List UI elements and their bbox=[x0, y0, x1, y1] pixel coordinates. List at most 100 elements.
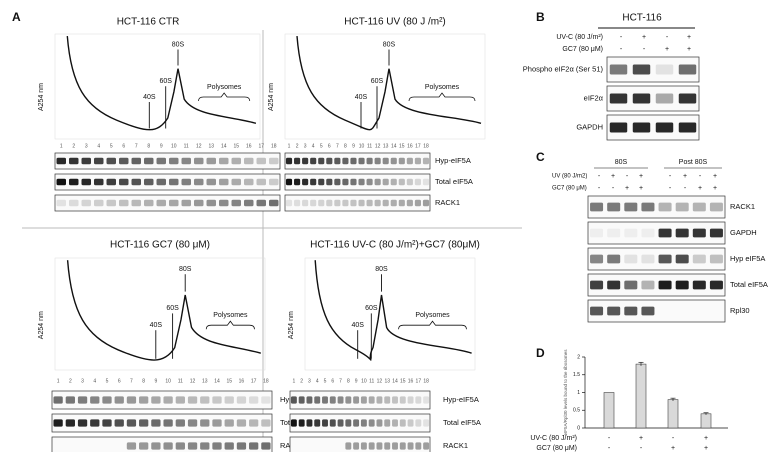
peak-label: 80S bbox=[383, 41, 396, 48]
blot-band bbox=[368, 396, 375, 404]
bar bbox=[603, 392, 615, 429]
blot-band bbox=[390, 178, 397, 186]
polysomes-label: Polysomes bbox=[425, 84, 460, 91]
blot-band bbox=[376, 442, 383, 450]
blot-band bbox=[285, 178, 293, 186]
blot-band bbox=[422, 199, 430, 207]
blot-strip bbox=[587, 299, 726, 323]
fraction-number: 5 bbox=[106, 378, 109, 384]
blot-band bbox=[655, 93, 674, 104]
blot-band bbox=[392, 442, 398, 450]
blot-band bbox=[658, 280, 672, 290]
blot-band bbox=[374, 178, 381, 186]
fraction-number: 18 bbox=[423, 378, 429, 384]
blot-band bbox=[342, 178, 349, 186]
fraction-number: 8 bbox=[344, 143, 347, 149]
blot-band bbox=[285, 199, 293, 207]
condition-sign: + bbox=[665, 46, 669, 53]
blot-band bbox=[675, 254, 689, 264]
peak-label: 40S bbox=[355, 94, 368, 101]
fraction-number: 7 bbox=[339, 378, 342, 384]
y-tick-label: 0 bbox=[577, 425, 580, 431]
fraction-number: 17 bbox=[416, 378, 422, 384]
blot-band bbox=[310, 157, 317, 165]
blot-band bbox=[302, 199, 309, 207]
fraction-number: 10 bbox=[171, 143, 177, 149]
blot-band bbox=[366, 199, 373, 207]
blot-band bbox=[624, 202, 638, 212]
blot-band bbox=[345, 442, 352, 450]
condition-sign: - bbox=[598, 185, 601, 192]
blot-band bbox=[390, 199, 397, 207]
blot-band bbox=[244, 199, 254, 207]
blot-strip bbox=[54, 173, 281, 191]
blot-band bbox=[350, 178, 357, 186]
blot-band bbox=[151, 442, 161, 450]
condition-sign: - bbox=[620, 34, 623, 41]
blot-band bbox=[156, 157, 166, 165]
y-axis-label: A254 nm bbox=[38, 311, 45, 339]
blot-strip bbox=[587, 221, 726, 245]
condition-sign: - bbox=[620, 46, 623, 53]
blot-band bbox=[302, 178, 309, 186]
blot-band bbox=[422, 178, 430, 186]
blot-band bbox=[399, 442, 406, 450]
fraction-number: 12 bbox=[377, 378, 383, 384]
fraction-number: 13 bbox=[383, 143, 389, 149]
blot-band bbox=[90, 419, 100, 427]
fraction-number: 3 bbox=[304, 143, 307, 149]
blot-band bbox=[244, 157, 254, 165]
blot-band bbox=[310, 178, 317, 186]
blot-band bbox=[678, 64, 697, 75]
blot-label: GAPDH bbox=[576, 122, 603, 131]
peak-label: 40S bbox=[351, 322, 364, 329]
blot-band bbox=[269, 199, 279, 207]
blot-band bbox=[194, 178, 204, 186]
blot-strip bbox=[51, 413, 273, 433]
blot-band bbox=[406, 157, 413, 165]
blot-band bbox=[212, 442, 222, 450]
polysome-bracket bbox=[198, 92, 251, 102]
condition-sign: + bbox=[611, 173, 615, 180]
fraction-number: 5 bbox=[324, 378, 327, 384]
blot-band bbox=[206, 178, 216, 186]
blot-band bbox=[415, 396, 422, 404]
fraction-number: 8 bbox=[147, 143, 150, 149]
fraction-number: 5 bbox=[320, 143, 323, 149]
blot-band bbox=[423, 419, 430, 427]
peak-label: 80S bbox=[179, 266, 192, 273]
blot-band bbox=[81, 199, 91, 207]
blot-strip bbox=[289, 390, 431, 410]
blot-band bbox=[384, 396, 391, 404]
blot-band bbox=[422, 157, 430, 165]
fraction-number: 12 bbox=[375, 143, 381, 149]
absorbance-profile bbox=[66, 260, 261, 361]
blot-band bbox=[641, 228, 655, 238]
blot-band bbox=[156, 178, 166, 186]
condition-label: UV-C (80 J/m²) bbox=[530, 435, 577, 442]
fraction-number: 13 bbox=[208, 143, 214, 149]
condition-sign: + bbox=[642, 34, 646, 41]
blot-band bbox=[219, 199, 229, 207]
fraction-number: 15 bbox=[399, 143, 405, 149]
group-label: 80S bbox=[615, 159, 628, 166]
blot-band bbox=[219, 178, 229, 186]
condition-sign: + bbox=[713, 185, 717, 192]
fraction-number: 6 bbox=[331, 378, 334, 384]
blot-band bbox=[655, 64, 674, 75]
blot-band bbox=[200, 419, 210, 427]
blot-band bbox=[65, 396, 75, 404]
y-axis-label: A254 nm bbox=[38, 83, 45, 111]
blot-band bbox=[56, 178, 66, 186]
blot-band bbox=[384, 442, 391, 450]
blot-band bbox=[632, 122, 651, 133]
blot-band bbox=[119, 178, 129, 186]
blot-band bbox=[314, 396, 321, 404]
peak-label: 80S bbox=[375, 266, 388, 273]
blot-band bbox=[398, 157, 405, 165]
blot-band bbox=[119, 199, 129, 207]
group-label: Post 80S bbox=[679, 159, 708, 166]
blot-band bbox=[94, 178, 104, 186]
bar bbox=[667, 399, 679, 429]
blot-band bbox=[329, 419, 336, 427]
